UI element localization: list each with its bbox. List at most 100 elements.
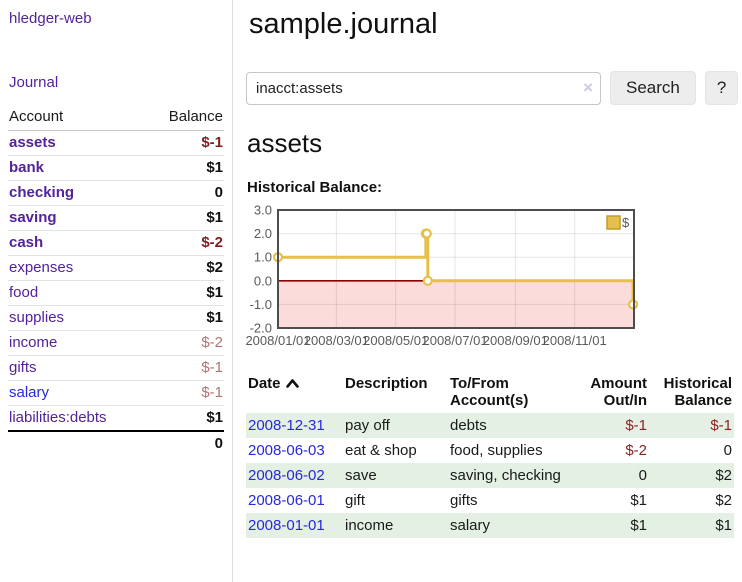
register-header-date[interactable]: Date (246, 373, 343, 413)
transaction-accounts: saving, checking (448, 463, 569, 488)
main-content: sample.journal × Search ? assets Histori… (233, 0, 742, 582)
accounts-total-row: 0 (8, 431, 224, 456)
register-header-amount-out-in[interactable]: Amount Out/In (569, 373, 649, 413)
table-row: 2008-06-03 eat & shopfood, supplies$-20 (246, 438, 734, 463)
accounts-header-balance: Balance (146, 105, 224, 131)
transaction-description: gift (343, 488, 448, 513)
table-row: 2008-06-01 giftgifts$1$2 (246, 488, 734, 513)
svg-text:2.0: 2.0 (254, 226, 272, 241)
transaction-accounts: gifts (448, 488, 569, 513)
sidebar-item-journal[interactable]: Journal (9, 74, 224, 91)
account-row: expenses $2 (8, 256, 224, 281)
legend-swatch (607, 216, 620, 229)
account-link-food[interactable]: food (9, 284, 38, 301)
transaction-description: income (343, 513, 448, 538)
sort-ascending-icon (286, 375, 299, 392)
register-header-historical-balance[interactable]: Historical Balance (649, 373, 734, 413)
account-row: supplies $1 (8, 306, 224, 331)
register-table: DateDescriptionTo/From Account(s)Amount … (246, 373, 734, 538)
transaction-amount: $-2 (569, 438, 649, 463)
account-row: bank $1 (8, 156, 224, 181)
account-row: saving $1 (8, 206, 224, 231)
account-balance: $1 (146, 206, 224, 231)
app-brand-link[interactable]: hledger-web (9, 10, 224, 27)
transaction-amount: $1 (569, 513, 649, 538)
transaction-description: pay off (343, 413, 448, 438)
search-form: × Search ? (246, 71, 738, 105)
transaction-date-link[interactable]: 2008-06-03 (248, 442, 325, 459)
svg-text:2008/03/01: 2008/03/01 (304, 333, 369, 348)
svg-text:0.0: 0.0 (254, 273, 272, 288)
search-button[interactable]: Search (610, 71, 696, 105)
help-button[interactable]: ? (705, 71, 738, 105)
table-row: 2008-06-02 savesaving, checking0$2 (246, 463, 734, 488)
account-link-expenses[interactable]: expenses (9, 259, 73, 276)
accounts-header-account: Account (8, 105, 146, 131)
svg-text:2008/01/01: 2008/01/01 (245, 333, 310, 348)
account-title: assets (247, 128, 738, 159)
svg-text:2008/07/01: 2008/07/01 (422, 333, 487, 348)
register-header-to-from-account-s-[interactable]: To/From Account(s) (448, 373, 569, 413)
account-balance: $1 (146, 281, 224, 306)
page-title: sample.journal (249, 8, 738, 41)
svg-text:1.0: 1.0 (254, 250, 272, 265)
transaction-balance: $2 (649, 463, 734, 488)
account-balance: $-1 (146, 381, 224, 406)
clear-search-icon[interactable]: × (583, 78, 593, 98)
transaction-accounts: debts (448, 413, 569, 438)
historical-balance-chart: $3.02.01.00.0-1.0-2.02008/01/012008/03/0… (240, 205, 738, 351)
account-balance: $-1 (146, 131, 224, 156)
account-link-cash[interactable]: cash (9, 234, 43, 251)
transaction-balance: 0 (649, 438, 734, 463)
svg-text:2008/05/01: 2008/05/01 (363, 333, 428, 348)
account-balance: $-1 (146, 356, 224, 381)
transaction-amount: 0 (569, 463, 649, 488)
table-row: 2008-12-31pay offdebts$-1$-1 (246, 413, 734, 438)
accounts-table: Account Balance assets $-1 bank $1 checking 0… (8, 105, 224, 456)
transaction-amount: $-1 (569, 413, 649, 438)
transaction-date-link[interactable]: 2008-12-31 (248, 417, 325, 434)
account-balance: $1 (146, 156, 224, 181)
register-header-description[interactable]: Description (343, 373, 448, 413)
account-balance: $1 (146, 406, 224, 432)
transaction-description: eat & shop (343, 438, 448, 463)
account-row: cash $-2 (8, 231, 224, 256)
account-link-assets[interactable]: assets (9, 134, 56, 151)
account-row: assets $-1 (8, 131, 224, 156)
transaction-date-link[interactable]: 2008-01-01 (248, 517, 325, 534)
account-balance: $2 (146, 256, 224, 281)
transaction-accounts: salary (448, 513, 569, 538)
transaction-description: save (343, 463, 448, 488)
search-input[interactable] (246, 72, 601, 105)
accounts-total-value: 0 (146, 431, 224, 456)
table-row: 2008-01-01incomesalary$1$1 (246, 513, 734, 538)
account-link-salary[interactable]: salary (9, 384, 49, 401)
transaction-accounts: food, supplies (448, 438, 569, 463)
account-link-bank[interactable]: bank (9, 159, 44, 176)
account-link-supplies[interactable]: supplies (9, 309, 64, 326)
svg-text:2008/11/01: 2008/11/01 (543, 333, 607, 348)
account-row: food $1 (8, 281, 224, 306)
account-balance: $1 (146, 306, 224, 331)
account-row: income $-2 (8, 331, 224, 356)
transaction-date-link[interactable]: 2008-06-01 (248, 492, 325, 509)
transaction-balance: $2 (649, 488, 734, 513)
account-row: checking 0 (8, 181, 224, 206)
account-balance: 0 (146, 181, 224, 206)
svg-text:3.0: 3.0 (254, 205, 272, 218)
account-balance: $-2 (146, 231, 224, 256)
account-balance: $-2 (146, 331, 224, 356)
account-link-income[interactable]: income (9, 334, 57, 351)
account-row: gifts $-1 (8, 356, 224, 381)
transaction-balance: $1 (649, 513, 734, 538)
svg-text:2008/09/01: 2008/09/01 (483, 333, 548, 348)
transaction-amount: $1 (569, 488, 649, 513)
transaction-date-link[interactable]: 2008-06-02 (248, 467, 325, 484)
account-link-checking[interactable]: checking (9, 184, 74, 201)
account-link-gifts[interactable]: gifts (9, 359, 37, 376)
account-row: liabilities:debts $1 (8, 406, 224, 432)
account-link-liabilities-debts[interactable]: liabilities:debts (9, 409, 107, 426)
account-row: salary $-1 (8, 381, 224, 406)
account-link-saving[interactable]: saving (9, 209, 57, 226)
sidebar: hledger-web Journal Account Balance asse… (0, 0, 233, 582)
